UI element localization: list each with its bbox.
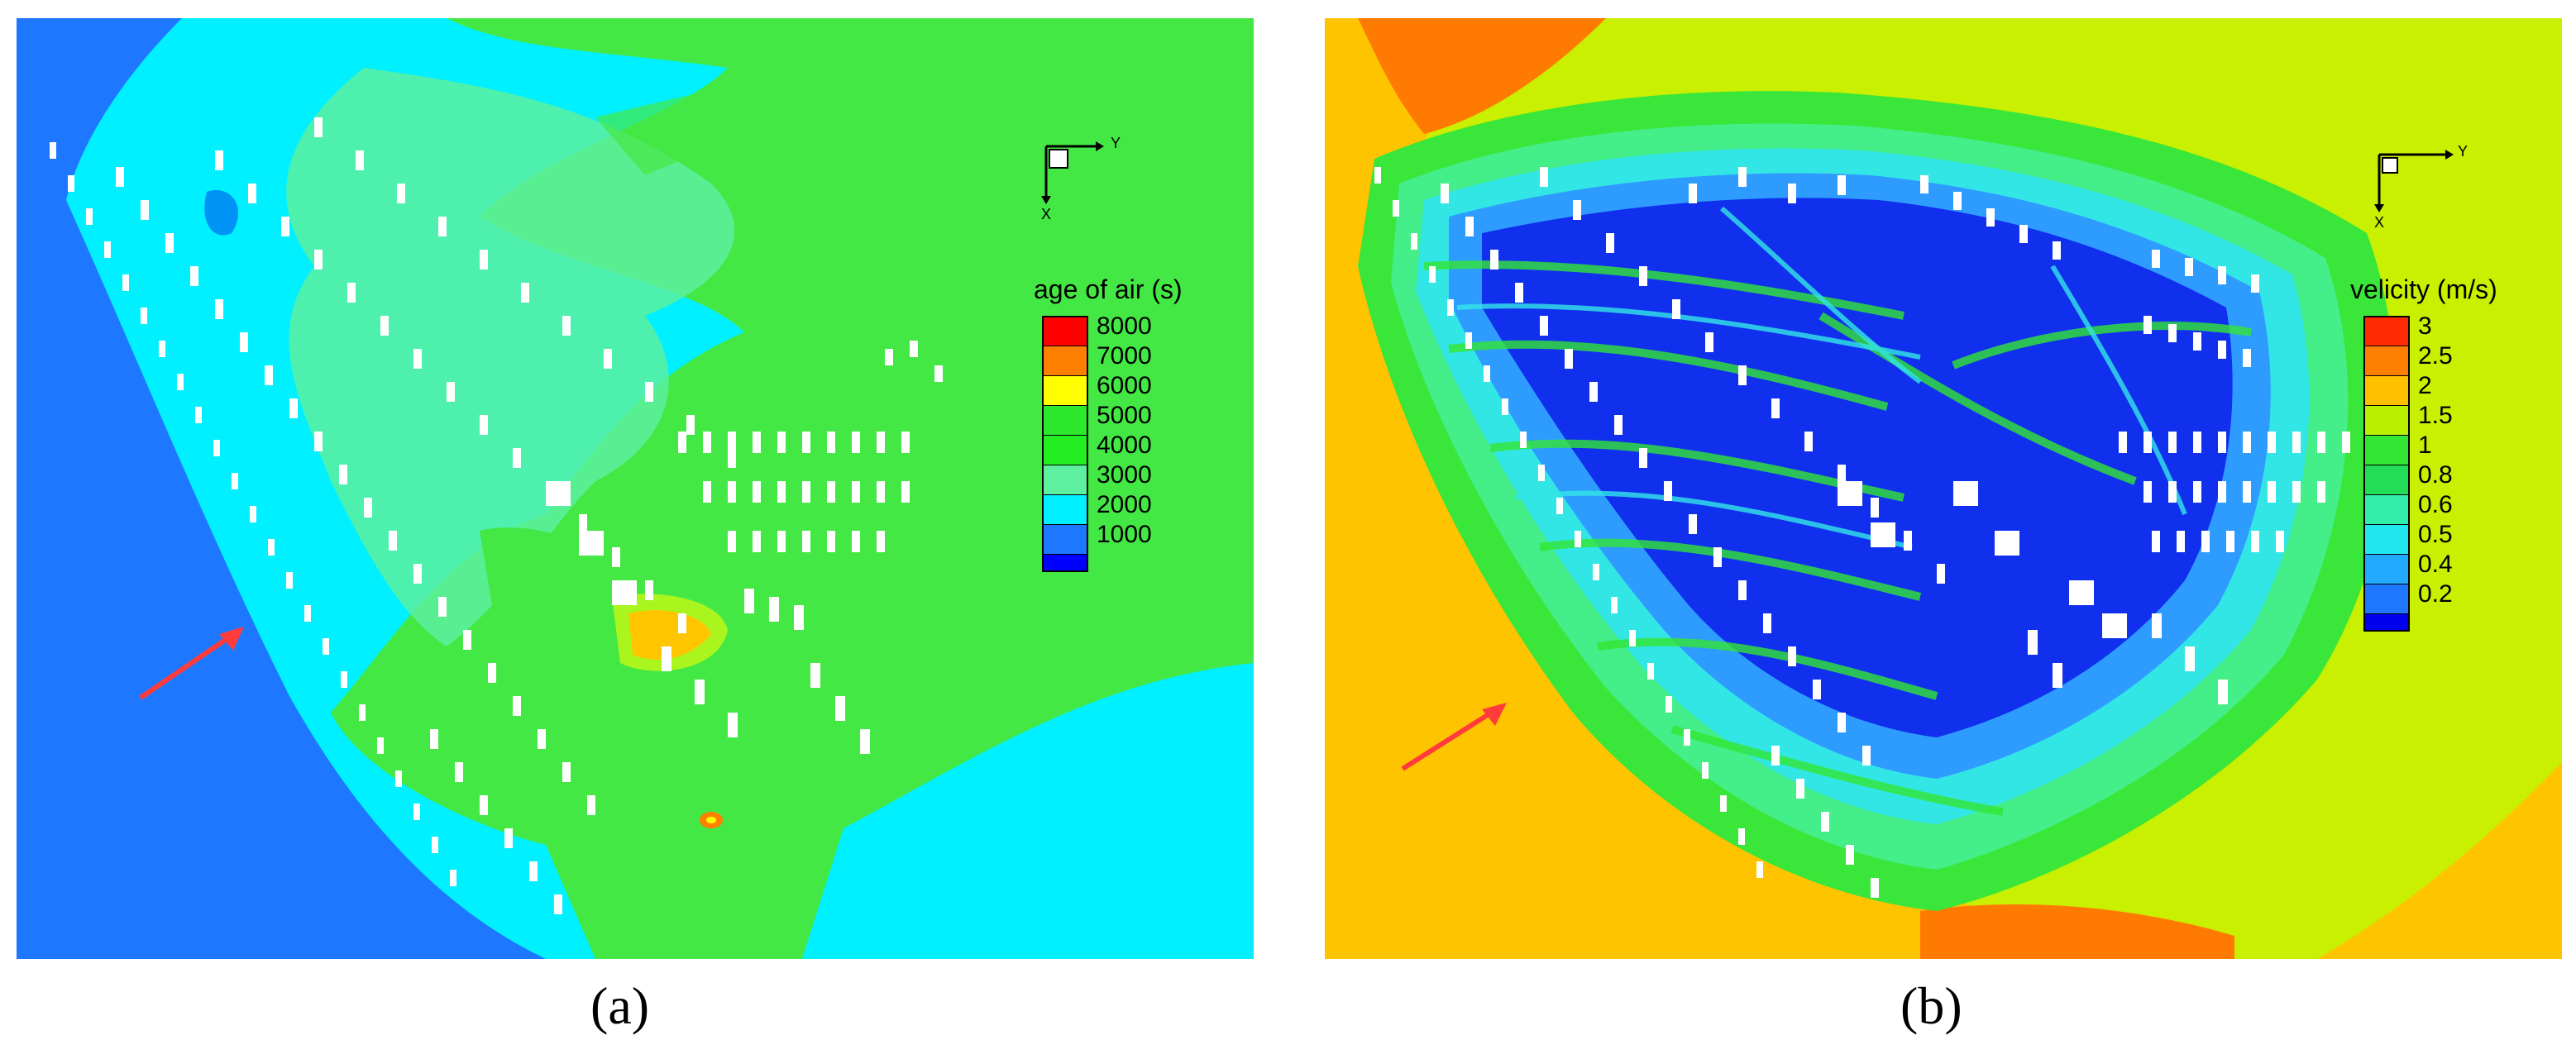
- building-footprints: [1374, 167, 2375, 898]
- field-yellow-patch: [612, 594, 728, 671]
- legend-swatch: [2363, 554, 2410, 584]
- legend-label: 6000: [1097, 372, 1152, 399]
- legend-label: 0.8: [2418, 461, 2453, 489]
- legend-swatch: [1042, 494, 1088, 524]
- legend-swatch: [2363, 465, 2410, 494]
- field-blue: [1482, 198, 2233, 738]
- legend-swatch: [1042, 465, 1088, 494]
- velocity-contour-map: Y X velicity (m/s) 3 2.5 2 1.5 1 0.8 0.6 0.5 0.4…: [1325, 18, 2562, 959]
- legend-label: 0.2: [2418, 580, 2453, 608]
- legend-label: 4000: [1097, 432, 1152, 459]
- legend-label: 5000: [1097, 402, 1152, 429]
- wind-direction-arrow-head: [1482, 703, 1507, 726]
- legend-swatch: [2363, 346, 2410, 375]
- legend-swatch: [1042, 435, 1088, 465]
- field-orange-bottom: [1920, 904, 2234, 959]
- wind-direction-arrow-shaft: [139, 627, 241, 700]
- legend-label: 8000: [1097, 312, 1152, 340]
- legend-label: 0.5: [2418, 521, 2453, 548]
- legend-label: 1000: [1097, 521, 1152, 548]
- legend-label: 1.5: [2418, 402, 2453, 429]
- legend-label: 2000: [1097, 491, 1152, 518]
- velocity-field: [1325, 18, 2562, 959]
- caption-b: (b): [1900, 976, 1962, 1035]
- legend-label: 0.4: [2418, 551, 2453, 578]
- legend-label: 7000: [1097, 342, 1152, 370]
- legend-label: 1: [2418, 432, 2432, 459]
- legend-swatch: [2363, 524, 2410, 554]
- field-mid-green: [286, 68, 735, 646]
- legend-swatch-bottom: [1042, 554, 1088, 572]
- legend-swatch: [2363, 435, 2410, 465]
- building-footprints: [50, 117, 943, 914]
- axis-x-label: X: [2374, 214, 2385, 231]
- legend-label: 2.5: [2418, 342, 2453, 370]
- field-cyan-east: [802, 663, 1254, 959]
- axis-y-label: Y: [1111, 135, 1121, 151]
- velocity-streaks: [1423, 260, 2252, 816]
- legend-swatch: [2363, 316, 2410, 346]
- legend-swatch-bottom: [2363, 613, 2410, 632]
- legend-swatch: [2363, 494, 2410, 524]
- field-sea-left: [17, 18, 546, 959]
- legend-swatch: [1042, 524, 1088, 554]
- legend-swatch: [2363, 375, 2410, 405]
- caption-a: (a): [590, 976, 650, 1035]
- wind-direction-arrow-head: [219, 627, 244, 651]
- hotspot-small-inner: [706, 817, 716, 823]
- wind-direction-arrow-shaft: [1401, 704, 1503, 771]
- field-dark-blue-spot: [204, 190, 239, 236]
- axis-indicator: Y X: [2371, 138, 2470, 237]
- velocity-streaks-cyan: [1456, 206, 2187, 550]
- axis-y-label: Y: [2458, 143, 2468, 160]
- legend-label: 0.6: [2418, 491, 2453, 518]
- field-orange-top: [1358, 18, 1606, 134]
- legend-title: age of air (s): [1034, 274, 1183, 304]
- legend-label: 3: [2418, 312, 2432, 340]
- axis-indicator: Y X: [1038, 130, 1137, 229]
- legend-title: velicity (m/s): [2350, 274, 2497, 304]
- legend-label: 3000: [1097, 461, 1152, 489]
- age-of-air-contour-map: Y X age of air (s) 8000 7000 6000 5000 4000 3…: [17, 18, 1254, 959]
- legend-label: 2: [2418, 372, 2432, 399]
- legend-swatch: [2363, 584, 2410, 613]
- legend-swatch: [1042, 316, 1088, 346]
- legend-swatch: [2363, 405, 2410, 435]
- legend-swatch: [1042, 346, 1088, 375]
- axis-x-label: X: [1041, 206, 1052, 222]
- legend-swatch: [1042, 405, 1088, 435]
- legend-swatch: [1042, 375, 1088, 405]
- green-plume-upper: [595, 51, 926, 175]
